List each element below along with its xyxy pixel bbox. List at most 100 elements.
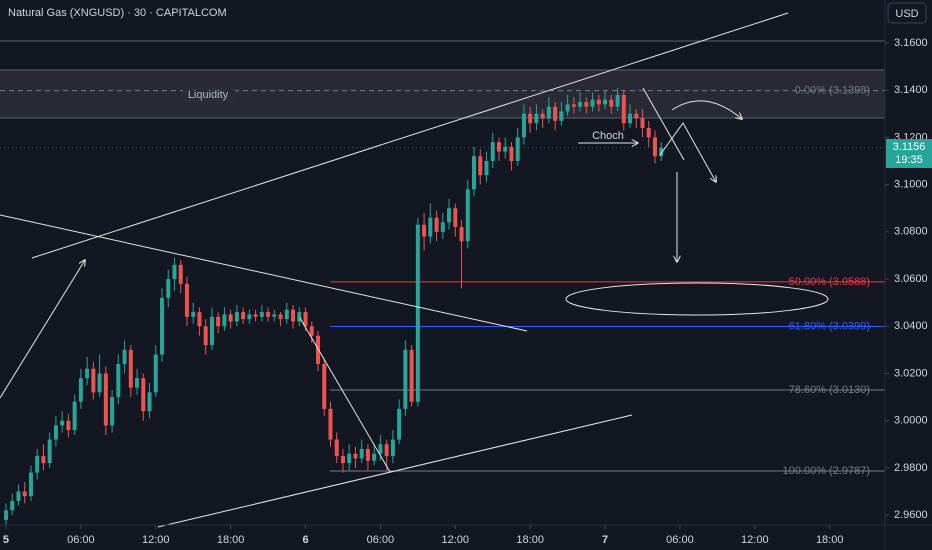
candle-body <box>272 314 277 317</box>
candle-body <box>247 314 252 320</box>
candle-body <box>316 335 321 365</box>
x-tick-label: 06:00 <box>67 534 95 546</box>
x-tick-label: 12:00 <box>142 534 170 546</box>
candle-body <box>390 439 395 457</box>
trend-line <box>31 12 789 259</box>
candle-body <box>78 378 83 402</box>
candle-body <box>47 439 52 464</box>
candle-body <box>609 99 614 107</box>
candle-body <box>147 392 152 412</box>
candle-body <box>509 146 514 161</box>
y-tick-label: 3.0200 <box>894 367 928 379</box>
candle-body <box>103 373 108 426</box>
candle-body <box>652 137 657 157</box>
candle-body <box>328 408 333 440</box>
candle-body <box>66 420 71 431</box>
candle-body <box>347 453 352 464</box>
candle-body <box>41 456 46 464</box>
candle-body <box>640 118 645 128</box>
candle-body <box>546 106 551 119</box>
candle-body <box>540 113 545 119</box>
candle-body <box>422 224 427 237</box>
candle-body <box>340 456 345 464</box>
candle-body <box>116 364 121 398</box>
candle-body <box>659 147 664 157</box>
fib-label: 61.80% (3.0399) <box>789 320 870 332</box>
candle-body <box>353 453 358 459</box>
x-tick-label: 18:00 <box>516 534 544 546</box>
candle-body <box>372 453 377 461</box>
drawings: Liquidity Choch <box>0 12 829 528</box>
candle-body <box>465 189 470 242</box>
candle-body <box>571 104 576 107</box>
candle-body <box>172 264 177 280</box>
x-tick-label: 5 <box>3 534 9 546</box>
candle-body <box>110 397 115 426</box>
y-tick-label: 3.0400 <box>894 320 928 332</box>
candle-body <box>621 94 626 124</box>
candle-body <box>253 314 258 317</box>
candle-body <box>128 349 133 388</box>
trend-line <box>157 414 633 528</box>
candle-body <box>85 368 90 379</box>
liquidity-label: Liquidity <box>188 89 229 101</box>
candle-body <box>284 309 289 320</box>
candle-body <box>135 378 140 388</box>
candle-body <box>228 314 233 322</box>
liquidity-zone <box>0 40 885 119</box>
fib-label: 50.00% (3.0588) <box>789 276 870 288</box>
candle-body <box>603 99 608 105</box>
candle-body <box>197 312 202 327</box>
candle-body <box>503 146 508 152</box>
candle-body <box>122 349 127 365</box>
trend-line <box>0 214 528 332</box>
candle-body <box>496 142 501 152</box>
candle-body <box>334 439 339 457</box>
candle-body <box>28 472 33 497</box>
candle-body <box>578 101 583 107</box>
arrow <box>0 260 85 399</box>
candle-body <box>322 364 327 409</box>
axes: 3.16003.14003.12003.10003.08003.06003.04… <box>3 37 928 546</box>
trend-line <box>642 87 685 161</box>
currency-button[interactable] <box>887 2 927 24</box>
candle-body <box>178 264 183 284</box>
candle-body <box>584 101 589 107</box>
candle-body <box>521 113 526 138</box>
candle-body <box>166 279 171 298</box>
candle-body <box>309 326 314 336</box>
candle-body <box>484 160 489 176</box>
candle-body <box>22 491 27 497</box>
candle-body <box>478 156 483 176</box>
candle-body <box>291 309 296 322</box>
candle-body <box>222 314 227 327</box>
candle-body <box>203 326 208 346</box>
candle-body <box>72 401 77 431</box>
y-tick-label: 3.1600 <box>894 37 928 49</box>
fib-label: 78.60% (3.0130) <box>789 384 870 396</box>
candle-body <box>35 456 40 473</box>
choch-label: Choch <box>592 130 624 142</box>
candle-body <box>528 113 533 124</box>
candle-body <box>141 378 146 412</box>
candle-body <box>428 217 433 237</box>
x-tick-label: 6 <box>302 534 308 546</box>
x-tick-label: 12:00 <box>442 534 470 546</box>
candle-body <box>553 106 558 121</box>
x-tick-label: 18:00 <box>217 534 245 546</box>
price-tag-bg <box>886 139 932 168</box>
candle-body <box>534 113 539 124</box>
candle-body <box>91 368 96 393</box>
candle-body <box>415 224 420 402</box>
candle-body <box>3 510 8 520</box>
candle-body <box>216 316 221 327</box>
candle-body <box>191 312 196 317</box>
candle-body <box>259 312 264 317</box>
candle-body <box>559 111 564 121</box>
x-tick-label: 7 <box>602 534 608 546</box>
y-tick-label: 3.0000 <box>894 415 928 427</box>
y-tick-label: 2.9800 <box>894 462 928 474</box>
fib-label: 100.00% (2.9787) <box>783 465 870 477</box>
candle-body <box>628 113 633 124</box>
